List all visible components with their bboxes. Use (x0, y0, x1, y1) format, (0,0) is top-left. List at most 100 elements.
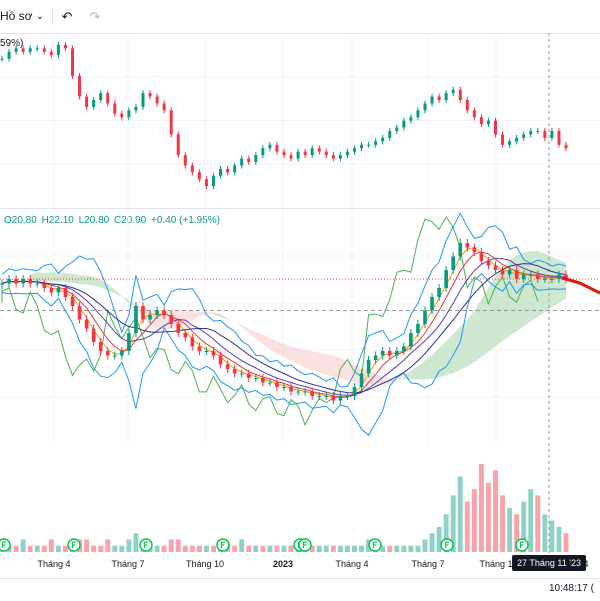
x-tick-label: Tháng 1 (479, 559, 513, 569)
price-candle (536, 274, 540, 279)
upper-candle (35, 48, 39, 50)
ichimoku-cloud-segment (248, 328, 256, 339)
ichimoku-cloud-segment (396, 375, 404, 380)
volume-bar (521, 501, 527, 552)
volume-bar (330, 545, 336, 552)
upper-candle (324, 151, 328, 156)
upper-candle (197, 172, 201, 180)
ichimoku-cloud-segment (121, 296, 129, 304)
price-candle (458, 243, 463, 257)
price-candle (105, 351, 110, 356)
volume-bar (485, 482, 491, 552)
price-candle (162, 310, 166, 315)
price-candle (472, 247, 477, 252)
price-candle (77, 306, 82, 320)
price-candle (521, 274, 526, 279)
chevron-down-icon[interactable]: ⌄ (35, 11, 45, 22)
upper-candle (557, 131, 561, 145)
price-candle (409, 333, 413, 347)
volume-bar (387, 545, 393, 552)
price-candle (282, 387, 286, 388)
volume-bar (41, 545, 47, 552)
volume-bar (380, 545, 386, 552)
volume-bar (493, 470, 498, 552)
price-candle (7, 279, 11, 284)
moving-average-line (1, 257, 567, 396)
upper-candle (141, 93, 145, 107)
ichimoku-cloud-segment (298, 348, 306, 368)
time-axis[interactable]: Tháng 4 Tháng 7 Tháng 10 2023 Tháng 4 Th… (0, 553, 600, 577)
upper-candle (353, 148, 356, 152)
price-candle (98, 342, 103, 351)
price-candle (564, 274, 568, 279)
upper-candle (28, 48, 32, 52)
upper-candle (190, 165, 194, 173)
price-candle (366, 360, 371, 374)
upper-candle (49, 51, 53, 56)
price-candle (56, 288, 61, 293)
volume-bar (394, 545, 400, 552)
price-candle (493, 265, 498, 270)
legend-close: C20.90 (114, 215, 147, 226)
upper-candle (465, 100, 469, 111)
ichimoku-cloud-segment (305, 349, 313, 370)
upper-candle (162, 103, 166, 111)
ichimoku-cloud-segment (340, 358, 348, 381)
ichimoku-cloud-segment (558, 260, 566, 303)
price-candle (380, 351, 385, 356)
upper-candle (212, 175, 215, 187)
price-candle (84, 319, 89, 329)
price-candle (254, 378, 258, 379)
ichimoku-cloud-segment (495, 267, 503, 347)
ichimoku-cloud-segment (44, 272, 52, 282)
upper-candle (254, 155, 258, 162)
price-candle (225, 364, 230, 369)
upper-candle (289, 155, 293, 159)
price-candle (310, 391, 314, 396)
price-candle (352, 387, 357, 396)
upper-candle (360, 144, 364, 149)
upper-candle (402, 120, 406, 128)
price-candle (211, 351, 216, 356)
upper-candle (479, 117, 483, 125)
upper-candle (0, 58, 4, 60)
volume-bar (55, 545, 61, 552)
volume-bar (344, 545, 350, 552)
ichimoku-cloud-segment (312, 351, 320, 373)
volume-bar (408, 545, 414, 552)
ichimoku-cloud-segment (276, 340, 284, 357)
pane-divider[interactable] (0, 208, 600, 209)
clock: 10:48:17 ( (549, 583, 594, 594)
main-price-chart[interactable] (0, 209, 600, 553)
ichimoku-cloud-segment (220, 314, 228, 320)
volume-bar (168, 539, 174, 552)
upper-candle (120, 113, 124, 118)
price-candle (134, 306, 138, 333)
volume-bar (182, 545, 188, 552)
volume-bar (464, 501, 470, 552)
redo-icon[interactable]: ↷ (89, 9, 101, 24)
undo-icon[interactable]: ↶ (61, 9, 73, 24)
x-tick-label: Tháng 10 (185, 559, 225, 569)
upper-candle (7, 51, 11, 59)
upper-candle (430, 96, 434, 104)
clock-time: 10:48:17 (548, 583, 588, 594)
price-candle (500, 270, 505, 275)
price-candle (169, 315, 173, 324)
upper-candle (543, 131, 547, 138)
upper-candle (78, 75, 82, 97)
volume-bar (27, 545, 33, 552)
upper-candle (458, 89, 462, 100)
bollinger-lower-line (1, 272, 567, 437)
price-candle (317, 396, 322, 397)
ichimoku-cloud-segment (425, 355, 433, 380)
volume-bar (556, 526, 562, 552)
ichimoku-cloud-segment (453, 327, 461, 373)
profile-menu[interactable]: Hồ sơ (0, 9, 33, 23)
price-candle (204, 351, 209, 352)
upper-candle (233, 165, 237, 173)
price-candle (197, 346, 202, 351)
price-candle (550, 279, 554, 280)
upper-candle (331, 155, 335, 159)
price-candle (395, 351, 399, 356)
